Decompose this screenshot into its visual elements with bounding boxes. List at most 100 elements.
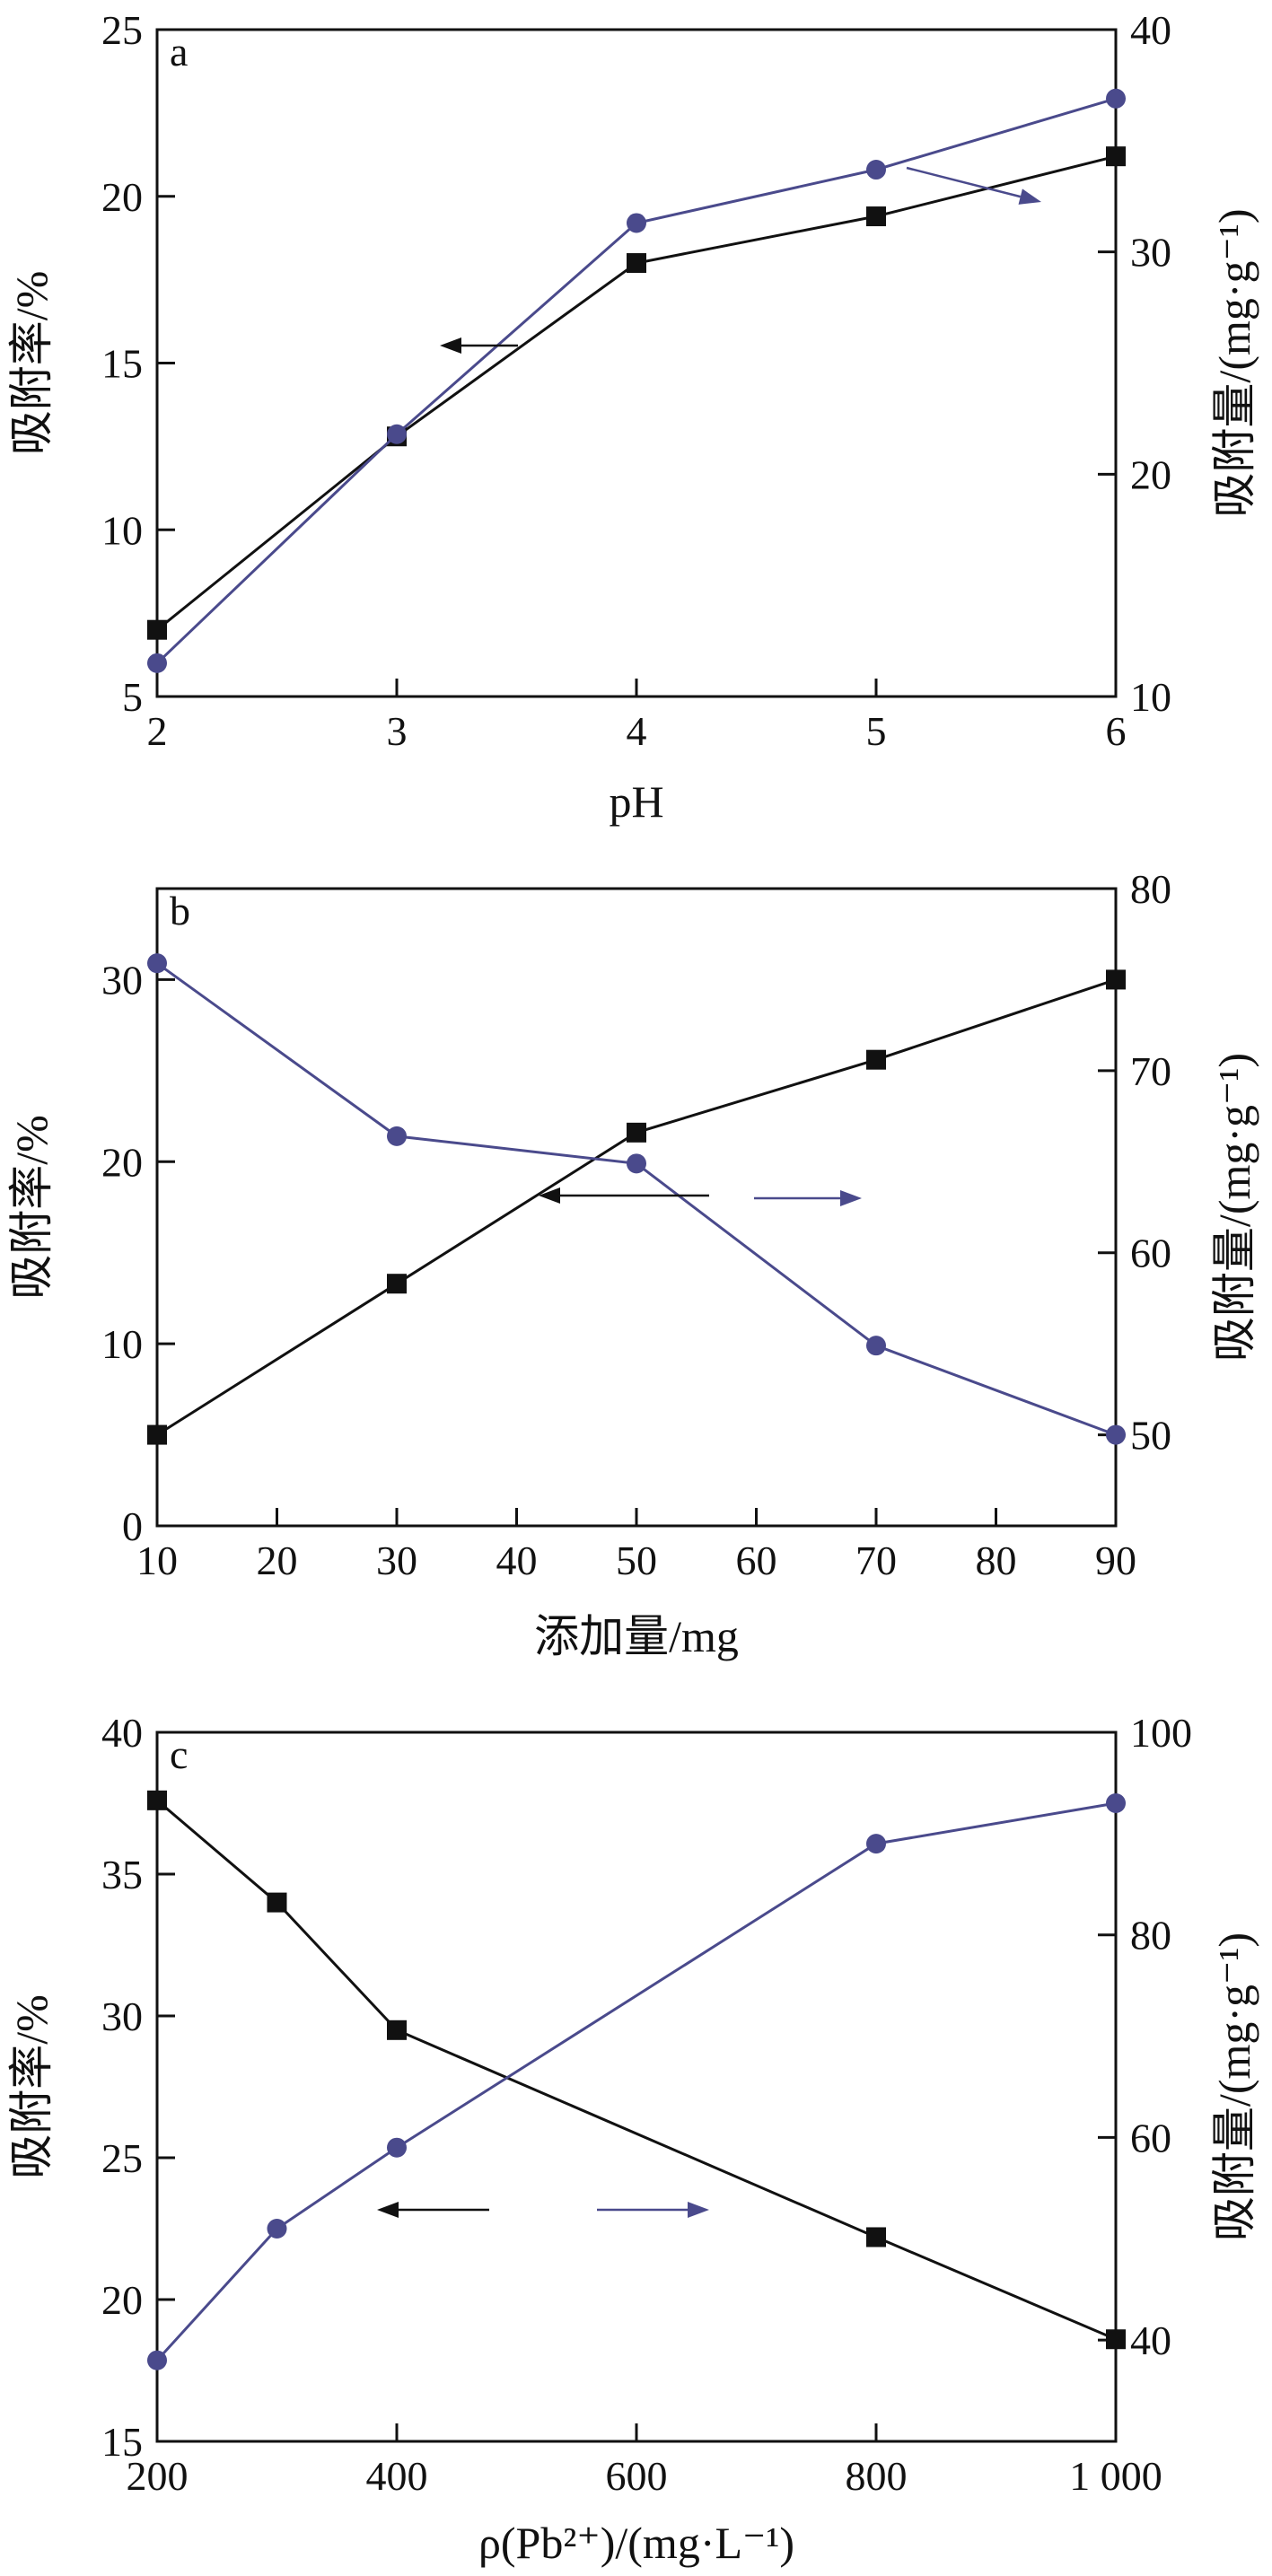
data-point-square <box>866 206 886 227</box>
x-tick-label: 2 <box>147 708 168 754</box>
x-tick-label: 5 <box>866 708 887 754</box>
y-right-tick-label: 60 <box>1130 2115 1171 2160</box>
data-point-circle <box>147 2350 167 2370</box>
x-tick-label: 70 <box>855 1538 897 1583</box>
y-left-tick-label: 25 <box>101 2135 143 2181</box>
data-point-circle <box>387 424 407 444</box>
data-point-circle <box>147 953 167 974</box>
data-point-square <box>1106 146 1126 167</box>
data-point-circle <box>866 160 886 180</box>
arrow-left-head <box>440 337 461 354</box>
x-tick-label: 20 <box>257 1538 298 1583</box>
y-right-tick-label: 80 <box>1130 866 1171 912</box>
data-point-circle <box>866 1336 886 1356</box>
data-point-square <box>387 1274 407 1294</box>
y-left-tick-label: 10 <box>101 1321 143 1367</box>
y-right-tick-label: 100 <box>1130 1710 1192 1756</box>
plot-frame <box>155 887 1118 1528</box>
y-right-tick-label: 40 <box>1130 7 1171 53</box>
panel-label: a <box>170 29 188 74</box>
data-point-square <box>267 1892 287 1913</box>
y-left-tick-label: 35 <box>101 1852 143 1897</box>
data-point-square <box>147 1424 167 1445</box>
x-tick-label: 6 <box>1106 708 1127 754</box>
y-right-axis-label: 吸附量/(mg·g⁻¹) <box>1209 1053 1259 1362</box>
y-left-tick-label: 15 <box>101 2419 143 2465</box>
x-tick-label: 800 <box>846 2453 908 2499</box>
y-left-tick-label: 5 <box>122 674 143 720</box>
x-tick-label: 60 <box>736 1538 777 1583</box>
y-left-tick-label: 10 <box>101 507 143 553</box>
x-tick-label: 50 <box>616 1538 657 1583</box>
x-axis-label: ρ(Pb²⁺)/(mg·L⁻¹) <box>478 2518 794 2568</box>
data-point-circle <box>387 2137 407 2158</box>
data-point-circle <box>1106 88 1126 109</box>
data-point-circle <box>1106 1793 1126 1813</box>
series-adsorption-rate-line <box>156 1799 1117 2341</box>
y-left-tick-label: 25 <box>101 7 143 53</box>
data-point-circle <box>267 2219 287 2239</box>
data-point-square <box>866 1049 886 1070</box>
x-tick-label: 1 000 <box>1069 2453 1162 2499</box>
x-tick-label: 80 <box>976 1538 1017 1583</box>
arrow-left-head <box>539 1187 560 1204</box>
x-tick-label: 30 <box>376 1538 417 1583</box>
arrow-right-head <box>1018 188 1041 205</box>
data-point-square <box>147 619 167 640</box>
y-left-axis-label: 吸附率/% <box>6 1994 57 2179</box>
y-left-axis-label: 吸附率/% <box>6 1115 57 1300</box>
y-left-axis-label: 吸附率/% <box>6 271 57 456</box>
y-right-tick-label: 40 <box>1130 2318 1171 2363</box>
data-point-circle <box>147 653 167 673</box>
y-right-tick-label: 10 <box>1130 674 1171 720</box>
y-right-tick-label: 70 <box>1130 1048 1171 1094</box>
data-point-square <box>147 1790 167 1810</box>
y-right-axis-label: 吸附量/(mg·g⁻¹) <box>1209 1932 1259 2241</box>
x-tick-label: 200 <box>127 2453 189 2499</box>
arrow-right-shaft <box>906 166 1022 198</box>
panel-b: 10 20 30 40 50 60 70 80 90010203050607080b添加量/mg… <box>6 866 1259 1661</box>
y-left-tick-label: 40 <box>101 1710 143 1756</box>
data-point-square <box>1106 969 1126 990</box>
y-left-tick-label: 30 <box>101 957 143 1003</box>
x-axis-label: pH <box>609 776 663 827</box>
arrow-right-head <box>688 2202 709 2218</box>
y-left-tick-label: 15 <box>101 341 143 387</box>
data-point-square <box>1106 2329 1126 2350</box>
data-point-square <box>387 2020 407 2040</box>
y-right-tick-label: 30 <box>1130 230 1171 276</box>
panel-c: 200 400 600 800 1 000 15 20 25 30 35 40 40 60 80 100 c ρ… <box>6 1710 1259 2568</box>
x-axis-label: 添加量/mg <box>534 1611 739 1661</box>
data-point-circle <box>627 1153 646 1174</box>
x-tick-label: 90 <box>1095 1538 1136 1583</box>
y-right-tick-label: 80 <box>1130 1913 1171 1958</box>
panel-label: b <box>170 888 190 933</box>
x-tick-label: 40 <box>496 1538 538 1583</box>
panel-a: 2 3 4 5 6 5 10 15 20 25 10 20 30 40 a pH 吸附率/% 吸附量/(mg·g⁻… <box>6 7 1259 827</box>
x-tick-label: 400 <box>366 2453 428 2499</box>
data-point-square <box>866 2227 886 2247</box>
y-right-axis-label: 吸附量/(mg·g⁻¹) <box>1209 208 1259 517</box>
data-point-circle <box>866 1834 886 1854</box>
y-left-tick-label: 20 <box>101 174 143 220</box>
x-tick-label: 3 <box>387 708 408 754</box>
panel-label: c <box>170 1731 188 1777</box>
data-point-circle <box>1106 1424 1126 1445</box>
x-tick-label: 600 <box>606 2453 668 2499</box>
x-tick-label: 4 <box>627 708 647 754</box>
plot-frame <box>155 28 1118 698</box>
data-point-square <box>627 253 646 274</box>
series-adsorption-capacity-line <box>156 961 1117 1437</box>
data-point-circle <box>387 1126 407 1146</box>
arrow-right-head <box>840 1190 862 1206</box>
y-right-tick-label: 60 <box>1130 1231 1171 1276</box>
y-left-tick-label: 20 <box>101 2277 143 2323</box>
data-point-square <box>627 1122 646 1143</box>
y-right-tick-label: 50 <box>1130 1413 1171 1459</box>
plot-frame <box>155 1730 1118 2443</box>
y-left-tick-label: 20 <box>101 1139 143 1185</box>
y-left-tick-label: 30 <box>101 1993 143 2039</box>
x-tick-label: 10 <box>136 1538 178 1583</box>
series-adsorption-rate-line <box>156 977 1117 1436</box>
